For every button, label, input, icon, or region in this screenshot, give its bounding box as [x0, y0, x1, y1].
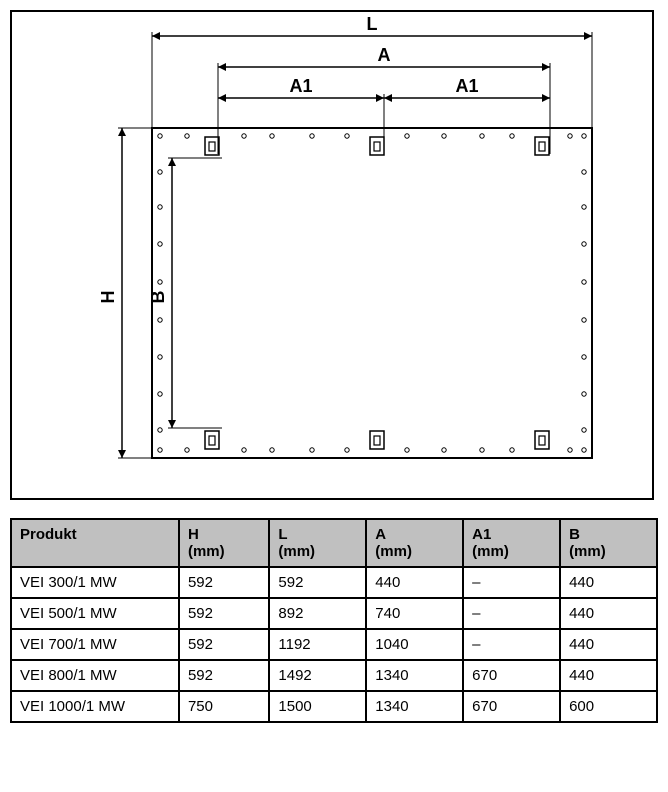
table-cell: 440 [560, 629, 657, 660]
table-cell: 592 [179, 598, 269, 629]
table-cell: 440 [560, 598, 657, 629]
table-cell: 592 [179, 660, 269, 691]
svg-text:A1: A1 [289, 76, 312, 96]
table-cell: VEI 700/1 MW [11, 629, 179, 660]
column-header: B(mm) [560, 519, 657, 567]
table-cell: VEI 500/1 MW [11, 598, 179, 629]
table-cell: 1340 [366, 660, 463, 691]
table-cell: 592 [179, 567, 269, 598]
table-cell: VEI 800/1 MW [11, 660, 179, 691]
table-row: VEI 1000/1 MW75015001340670600 [11, 691, 657, 722]
table-cell: – [463, 567, 560, 598]
technical-drawing: LA A1 A1 H B [10, 10, 654, 500]
table-cell: 440 [560, 567, 657, 598]
svg-text:A1: A1 [455, 76, 478, 96]
table-cell: VEI 1000/1 MW [11, 691, 179, 722]
table-cell: 1500 [269, 691, 366, 722]
table-cell: 670 [463, 660, 560, 691]
table-cell: 440 [560, 660, 657, 691]
column-header: L(mm) [269, 519, 366, 567]
table-cell: 750 [179, 691, 269, 722]
table-cell: 892 [269, 598, 366, 629]
table-cell: 670 [463, 691, 560, 722]
table-cell: 740 [366, 598, 463, 629]
table-header-row: ProduktH(mm)L(mm)A(mm)A1(mm)B(mm) [11, 519, 657, 567]
table-cell: 600 [560, 691, 657, 722]
table-row: VEI 500/1 MW592892740–440 [11, 598, 657, 629]
table-row: VEI 700/1 MW59211921040–440 [11, 629, 657, 660]
table-cell: 592 [179, 629, 269, 660]
dimensions-table-wrapper: ProduktH(mm)L(mm)A(mm)A1(mm)B(mm) VEI 30… [10, 518, 658, 723]
table-cell: 592 [269, 567, 366, 598]
svg-text:A: A [378, 45, 391, 65]
dimensions-table: ProduktH(mm)L(mm)A(mm)A1(mm)B(mm) VEI 30… [10, 518, 658, 723]
table-row: VEI 800/1 MW59214921340670440 [11, 660, 657, 691]
table-cell: 440 [366, 567, 463, 598]
column-header: H(mm) [179, 519, 269, 567]
table-cell: 1340 [366, 691, 463, 722]
column-header: Produkt [11, 519, 179, 567]
table-row: VEI 300/1 MW592592440–440 [11, 567, 657, 598]
column-header: A(mm) [366, 519, 463, 567]
column-header: A1(mm) [463, 519, 560, 567]
svg-text:L: L [367, 14, 378, 34]
table-cell: VEI 300/1 MW [11, 567, 179, 598]
table-cell: – [463, 598, 560, 629]
svg-text:B: B [148, 291, 168, 304]
table-cell: 1040 [366, 629, 463, 660]
table-cell: 1492 [269, 660, 366, 691]
svg-text:H: H [98, 291, 118, 304]
table-cell: 1192 [269, 629, 366, 660]
table-cell: – [463, 629, 560, 660]
drawing-svg: LA A1 A1 H B [12, 12, 652, 498]
